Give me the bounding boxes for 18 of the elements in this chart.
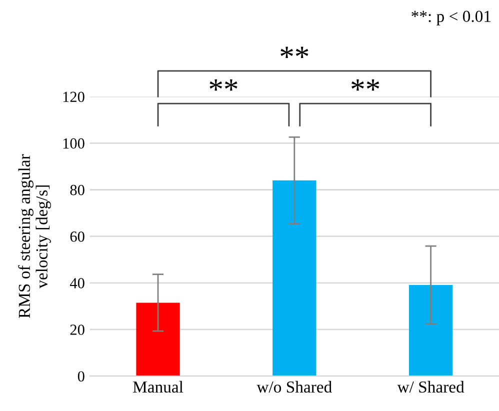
bar <box>272 180 316 376</box>
text: ** <box>280 46 308 58</box>
y-tick-label: 40 <box>70 278 84 288</box>
x-tick-label: Manual <box>133 380 184 393</box>
x-tick-label: w/ Shared <box>397 380 464 393</box>
y-tick-label: 20 <box>70 324 84 335</box>
bar <box>408 285 453 376</box>
x-tick-label: w/o Shared <box>256 380 332 393</box>
y-tick-label: 0 <box>78 371 84 382</box>
y-axis-title: RMS of steering angular velocity [deg/s] <box>18 154 51 318</box>
y-tick-label: 120 <box>63 92 84 102</box>
y-tick-label: 100 <box>63 138 84 149</box>
y-tick-label: 80 <box>70 184 84 196</box>
bar <box>136 302 180 376</box>
text: ** <box>352 79 380 91</box>
text: ** <box>210 79 238 91</box>
y-tick-label: 60 <box>70 231 84 242</box>
text: **: p < 0.01 <box>412 10 491 26</box>
